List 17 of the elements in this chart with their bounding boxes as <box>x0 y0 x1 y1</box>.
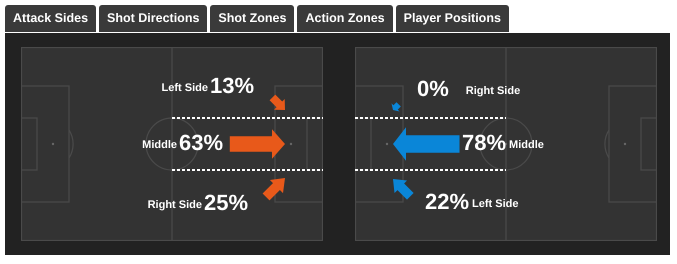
data-label: 63% <box>179 130 224 156</box>
text: Player Positions <box>396 5 509 32</box>
category-label: Right Side <box>148 199 202 212</box>
text: Shot Directions <box>99 5 208 32</box>
data-label: 25% <box>204 190 248 216</box>
category-label: Middle <box>509 139 544 152</box>
category-label: Left Side <box>472 198 518 210</box>
data-label: 13% <box>210 73 254 98</box>
text: Attack Sides <box>5 5 96 32</box>
data-label: 22% <box>425 189 470 214</box>
data-label: 78% <box>462 130 506 156</box>
text: Shot Zones <box>210 5 294 32</box>
data-label: 0% <box>417 76 449 102</box>
text: Action Zones <box>297 5 393 32</box>
category-label: Left Side <box>162 82 208 94</box>
category-label: Middle <box>142 139 177 152</box>
category-label: Right Side <box>466 85 520 98</box>
